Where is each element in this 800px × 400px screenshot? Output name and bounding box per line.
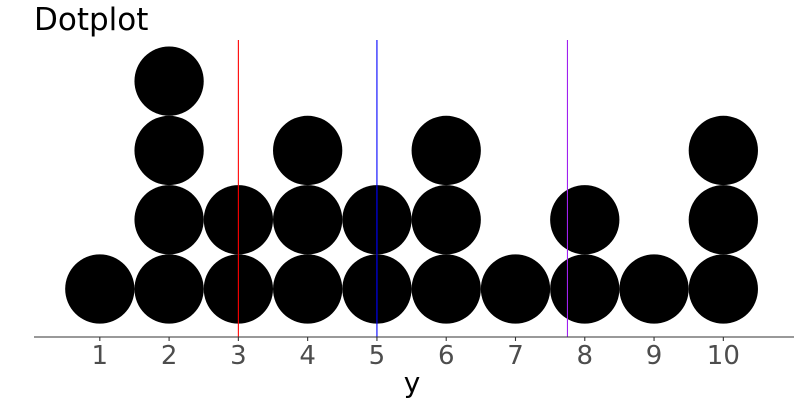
dot-2-1 [134, 254, 204, 324]
dot-10-1 [688, 254, 758, 324]
x-tick-label-3: 3 [230, 341, 247, 371]
dot-2-2 [134, 185, 204, 255]
x-tick-label-7: 7 [507, 341, 524, 371]
x-tick-label-8: 8 [577, 341, 594, 371]
x-tick-label-9: 9 [646, 341, 663, 371]
dot-stacks [65, 46, 758, 324]
dot-8-1 [550, 254, 620, 324]
x-tick-label-1: 1 [92, 341, 109, 371]
dot-4-3 [273, 115, 343, 186]
x-tick-label-10: 10 [707, 341, 740, 371]
dot-10-2 [688, 185, 758, 255]
reference-lines [237, 40, 569, 337]
x-tick-label-6: 6 [438, 341, 455, 371]
dot-10-3 [688, 115, 758, 186]
dot-7-1 [480, 254, 551, 324]
dot-8-2 [550, 185, 620, 255]
x-tick-label-2: 2 [161, 341, 178, 371]
dot-6-1 [411, 254, 481, 324]
dot-6-2 [411, 185, 481, 255]
dot-4-2 [273, 185, 343, 255]
dot-2-3 [134, 115, 204, 186]
dot-6-3 [411, 115, 481, 186]
chart-title: Dotplot [34, 2, 148, 38]
dot-2-4 [134, 46, 204, 116]
x-axis-ticks: 1 2 3 4 5 6 7 8 9 10 [92, 337, 740, 371]
dot-9-1 [619, 254, 689, 324]
x-axis-title: y [404, 366, 421, 399]
dot-4-1 [273, 254, 343, 324]
x-tick-label-4: 4 [299, 341, 316, 371]
dot-1-1 [65, 254, 135, 324]
x-tick-label-5: 5 [369, 341, 386, 371]
